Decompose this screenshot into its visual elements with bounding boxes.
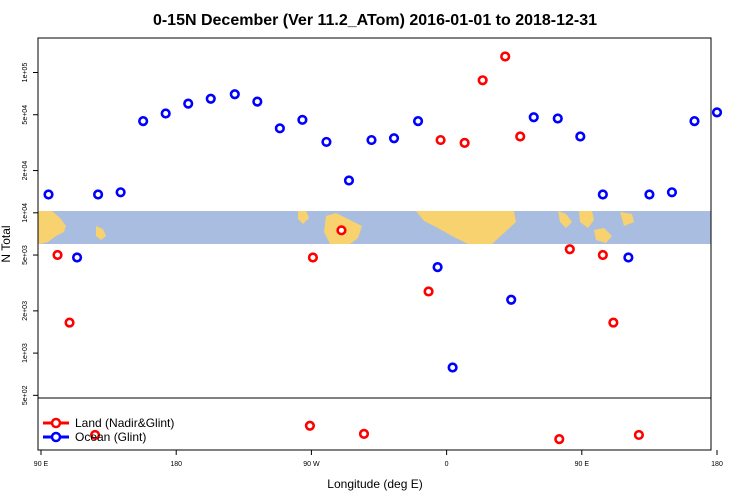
- land-point: [564, 244, 575, 255]
- landmass-shape: [558, 211, 572, 228]
- land-point: [597, 249, 608, 261]
- ocean-point: [138, 116, 149, 127]
- landmass-shape: [620, 212, 634, 226]
- ocean-point: [412, 116, 424, 127]
- legend-label-ocean: Ocean (Glint): [75, 430, 146, 444]
- land-point: [336, 225, 347, 236]
- data-points: [43, 51, 723, 445]
- ocean-point: [343, 175, 355, 186]
- legend-marker-ocean: [50, 431, 62, 443]
- ocean-point: [552, 113, 563, 124]
- ocean-point: [447, 362, 458, 373]
- y-axis: 1e+05 5e+04 2e+04 1e+04 5e+03 2e+03 1e+03 5e+02: [22, 63, 38, 405]
- x-tick-label: 90 W: [303, 461, 320, 468]
- plot-frame: [37, 37, 712, 451]
- land-point: [608, 317, 619, 328]
- ocean-point: [183, 98, 194, 109]
- ocean-point: [711, 107, 723, 118]
- land-point: [89, 429, 101, 441]
- legend-item-land: Land (Nadir&Glint): [43, 416, 174, 430]
- ocean-point: [388, 133, 400, 144]
- y-axis-label: N Total: [0, 225, 13, 262]
- y-tick-label: 5e+03: [22, 245, 29, 265]
- ocean-point: [205, 93, 216, 104]
- landmass-shape: [416, 211, 516, 244]
- landmass-shape: [579, 211, 594, 228]
- x-tick-label: 90 E: [34, 461, 49, 468]
- y-tick-label: 5e+04: [22, 105, 29, 125]
- ocean-point: [43, 189, 54, 200]
- ocean-point: [432, 262, 443, 273]
- world-map-band: [38, 211, 711, 244]
- land-point: [554, 434, 565, 445]
- x-axis-label: Longitude (deg E): [327, 477, 422, 491]
- ocean-point: [115, 187, 126, 198]
- landmass-shape: [96, 226, 106, 240]
- land-point: [500, 51, 511, 62]
- ocean-point: [366, 134, 377, 146]
- ocean-band: [38, 211, 711, 244]
- ocean-point: [297, 114, 308, 125]
- y-tick-label: 1e+05: [22, 63, 29, 83]
- land-point: [435, 134, 446, 146]
- ocean-point: [689, 116, 700, 127]
- x-tick-label: 180: [170, 461, 182, 468]
- ocean-point: [623, 252, 634, 263]
- chart-title: 0-15N December (Ver 11.2_ATom) 2016-01-0…: [153, 12, 597, 29]
- land-point: [304, 420, 316, 431]
- ocean-point: [252, 96, 263, 107]
- y-tick-label: 1e+04: [22, 203, 29, 223]
- x-tick-label: 90 E: [575, 461, 590, 468]
- ocean-point: [71, 252, 83, 263]
- landmass-shape: [594, 228, 612, 243]
- x-axis: 90 E 180 90 W 0 90 E 180: [34, 450, 723, 468]
- ocean-point: [274, 123, 285, 134]
- y-tick-label: 2e+04: [22, 161, 29, 181]
- y-tick-label: 1e+03: [22, 343, 29, 363]
- ocean-point: [229, 89, 240, 100]
- landmass-shape: [38, 211, 66, 244]
- y-tick-label: 5e+02: [22, 385, 29, 405]
- ocean-point: [575, 131, 586, 142]
- legend-label-land: Land (Nadir&Glint): [75, 416, 174, 430]
- land-point: [633, 429, 644, 441]
- ocean-point: [160, 108, 171, 119]
- x-tick-label: 0: [445, 461, 449, 468]
- legend-marker-land: [50, 417, 62, 429]
- land-point: [52, 249, 63, 261]
- ocean-point: [92, 189, 104, 200]
- legend-item-ocean: Ocean (Glint): [43, 430, 146, 444]
- ocean-point: [321, 136, 332, 148]
- land-point: [358, 428, 370, 439]
- x-tick-label: 180: [711, 461, 723, 468]
- ocean-point: [666, 187, 678, 198]
- land-point: [477, 75, 488, 86]
- legend: Land (Nadir&Glint) Ocean (Glint): [43, 416, 174, 444]
- land-point: [64, 317, 75, 328]
- land-point: [423, 286, 434, 297]
- y-tick-label: 2e+03: [22, 301, 29, 321]
- ocean-point: [506, 294, 517, 305]
- ocean-point: [528, 112, 539, 123]
- ocean-point: [597, 189, 608, 200]
- land-point: [459, 137, 470, 148]
- landmass-shape: [298, 211, 309, 224]
- land-point: [307, 252, 319, 263]
- land-point: [515, 131, 526, 142]
- ocean-point: [644, 189, 655, 200]
